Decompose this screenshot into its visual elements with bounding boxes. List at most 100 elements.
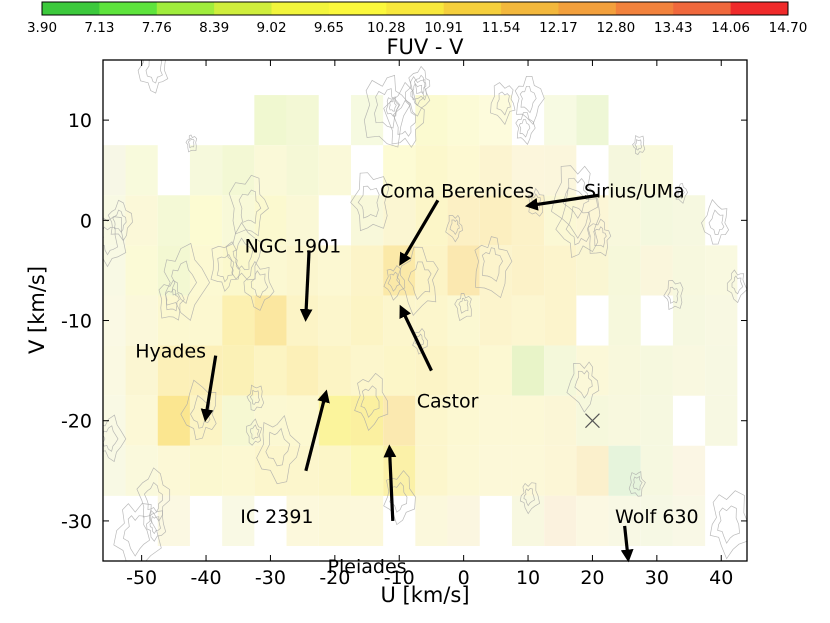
heatmap-cell	[479, 145, 512, 196]
heatmap-cell	[286, 195, 319, 246]
annotations: Coma Berenices Sirius/UMa NGC 1901 Hyades Ca…	[135, 180, 698, 578]
heatmap-cell	[447, 95, 480, 146]
heatmap-cell	[222, 345, 255, 396]
heatmap-cell	[189, 295, 223, 346]
heatmap-cell	[415, 295, 448, 346]
colorbar-tick-label: 3.90	[27, 20, 57, 36]
heatmap-cell	[222, 295, 255, 346]
colorbar-tick-label: 14.06	[711, 20, 750, 36]
heatmap-cell	[103, 345, 126, 396]
contour-line	[145, 60, 163, 84]
heatmap-cell	[672, 345, 706, 396]
colorbar-tick-label: 8.39	[199, 20, 229, 36]
y-tick-label: -10	[61, 311, 92, 333]
annotation-label: Castor	[417, 391, 479, 413]
heatmap-cell	[672, 495, 706, 546]
heatmap-cell	[544, 395, 577, 446]
heatmap-cell	[350, 345, 384, 396]
contour-line	[171, 260, 198, 305]
heatmap-cell	[157, 295, 190, 346]
heatmap-cell	[511, 245, 545, 296]
contour-line	[163, 242, 211, 322]
colorbar-tick-label: 7.76	[142, 20, 172, 36]
heatmap-cell	[447, 245, 480, 296]
colorbar-tick-label: 12.80	[597, 20, 636, 36]
contour-line	[249, 389, 260, 405]
heatmap-cell	[383, 195, 416, 246]
heatmap-cell	[415, 445, 448, 496]
contour-line	[565, 206, 591, 246]
contour-line	[357, 185, 380, 219]
contour-lines	[103, 60, 747, 561]
contour-line	[136, 467, 171, 522]
heatmap-cell	[254, 395, 287, 446]
contour-line	[243, 260, 275, 311]
plot-area	[103, 60, 747, 561]
contour-line	[731, 275, 744, 295]
colorbar-label: FUV - V	[386, 35, 464, 59]
heatmap-cell	[318, 495, 351, 546]
contour-line	[632, 475, 643, 491]
contour-line	[158, 279, 185, 321]
heatmap-cell	[705, 345, 738, 396]
heatmap-cell	[608, 295, 641, 346]
colorbar-swatch	[42, 2, 100, 15]
heatmap-cell	[157, 495, 190, 546]
contour-line	[187, 137, 195, 149]
heatmap-cell	[125, 195, 158, 246]
colorbar-swatch	[673, 2, 732, 15]
x-axis-ticks: -50 -40 -30 -20 -10 0 10 20 30 40	[126, 60, 733, 589]
contour-line	[708, 209, 725, 235]
x-tick-label: 30	[645, 567, 669, 589]
annotation-label: IC 2391	[240, 506, 313, 528]
heatmap-cell	[640, 195, 673, 246]
colorbar-tick-label: 7.13	[84, 20, 114, 36]
colorbar-swatch	[615, 2, 674, 15]
colorbar-tick-label: 13.43	[654, 20, 693, 36]
heatmap-cell	[415, 145, 448, 196]
heatmap-cell	[640, 345, 673, 396]
contour-line	[709, 490, 747, 560]
annotation-arrow	[304, 389, 330, 472]
colorbar-frame	[41, 1, 789, 16]
x-tick-label: -40	[191, 567, 222, 589]
contour-line	[593, 226, 607, 248]
contour-line	[515, 112, 536, 145]
y-tick-label: -30	[61, 511, 92, 533]
colorbar-tick-label: 11.54	[482, 20, 521, 36]
y-tick-label: 0	[80, 210, 92, 232]
contour-line	[246, 418, 263, 446]
contour-line	[677, 187, 685, 200]
heatmap-cell	[125, 295, 158, 346]
contour-line	[701, 199, 730, 245]
contour-line	[414, 74, 427, 95]
colorbar-swatch	[730, 2, 789, 15]
heatmap-cell	[157, 395, 190, 446]
heatmap-cell	[479, 345, 512, 396]
annotation-arrow	[399, 199, 440, 266]
contour-line	[383, 81, 425, 148]
heatmap-cell	[189, 445, 223, 496]
contour-line	[374, 88, 401, 129]
contour-line	[103, 226, 118, 256]
heatmap-cell	[254, 95, 287, 146]
heatmap-cell	[103, 145, 126, 196]
contour-line	[445, 214, 463, 243]
contour-line	[490, 82, 516, 126]
plot-frame	[102, 59, 748, 562]
heatmap-cell	[383, 345, 416, 396]
heatmap-cell	[189, 245, 223, 296]
heatmap-cell	[286, 145, 319, 196]
contour-line	[562, 177, 590, 219]
heatmap-cell	[479, 95, 512, 146]
heatmap-cell	[415, 395, 448, 446]
heatmap-cell	[222, 395, 255, 446]
heatmap-cell	[608, 395, 641, 446]
contour-line	[256, 414, 301, 485]
annotation-arrow	[299, 250, 313, 322]
colorbar-tick-label: 9.65	[314, 20, 344, 36]
heatmap-cell	[254, 295, 287, 346]
heatmap-cell	[608, 445, 641, 496]
heatmap-cell	[576, 445, 609, 496]
heatmap-cell	[350, 295, 384, 346]
